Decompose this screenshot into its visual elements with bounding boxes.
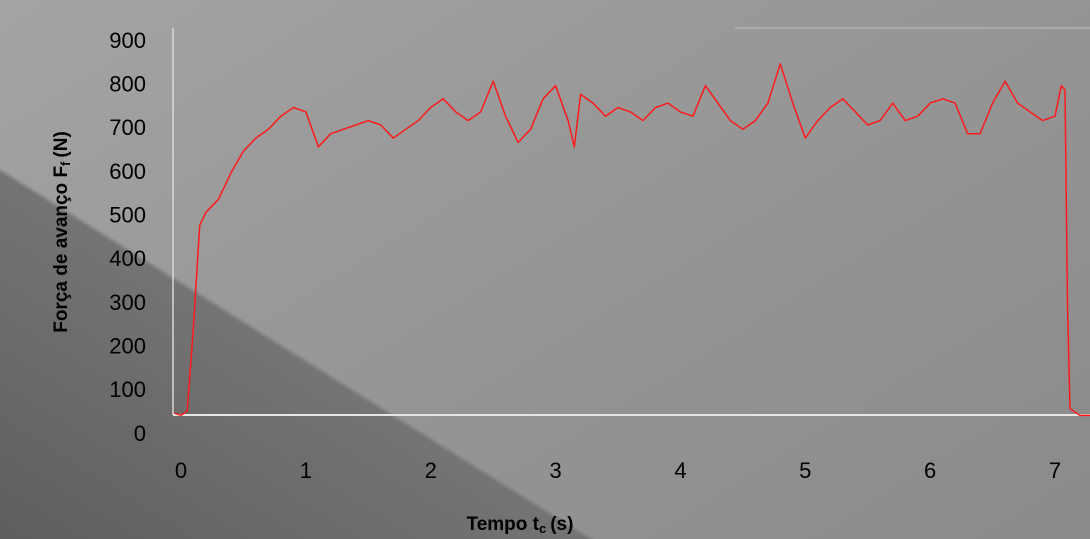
x-tick-label: 5 xyxy=(799,458,811,483)
y-tick-label: 800 xyxy=(109,71,146,96)
x-tick-label: 7 xyxy=(1049,458,1061,483)
y-title-sub: f xyxy=(58,161,73,166)
y-title-text: Força de avanço F xyxy=(51,166,72,333)
y-title-unit: (N) xyxy=(51,131,72,157)
x-title-sub: c xyxy=(539,521,546,536)
y-tick-label: 200 xyxy=(109,333,146,358)
x-axis-title: Tempo tc (s) xyxy=(467,514,574,536)
y-tick-label: 100 xyxy=(109,377,146,402)
x-tick-label: 6 xyxy=(924,458,936,483)
y-tick-label: 900 xyxy=(109,28,146,53)
x-tick-label: 2 xyxy=(425,458,437,483)
y-tick-label: 400 xyxy=(109,246,146,271)
y-tick-label: 0 xyxy=(134,421,146,446)
x-tick-label: 1 xyxy=(300,458,312,483)
y-tick-label: 300 xyxy=(109,290,146,315)
y-axis-title: Força de avanço Ff (N) xyxy=(51,131,73,333)
x-title-unit: (s) xyxy=(550,514,573,535)
x-tick-label: 4 xyxy=(674,458,686,483)
y-tick-label: 500 xyxy=(109,202,146,227)
y-tick-label: 600 xyxy=(109,159,146,184)
data-line xyxy=(174,63,1090,417)
x-tick-label: 0 xyxy=(175,458,187,483)
y-tick-label: 700 xyxy=(109,115,146,140)
x-title-text: Tempo t xyxy=(467,514,540,535)
x-tick-label: 3 xyxy=(549,458,561,483)
